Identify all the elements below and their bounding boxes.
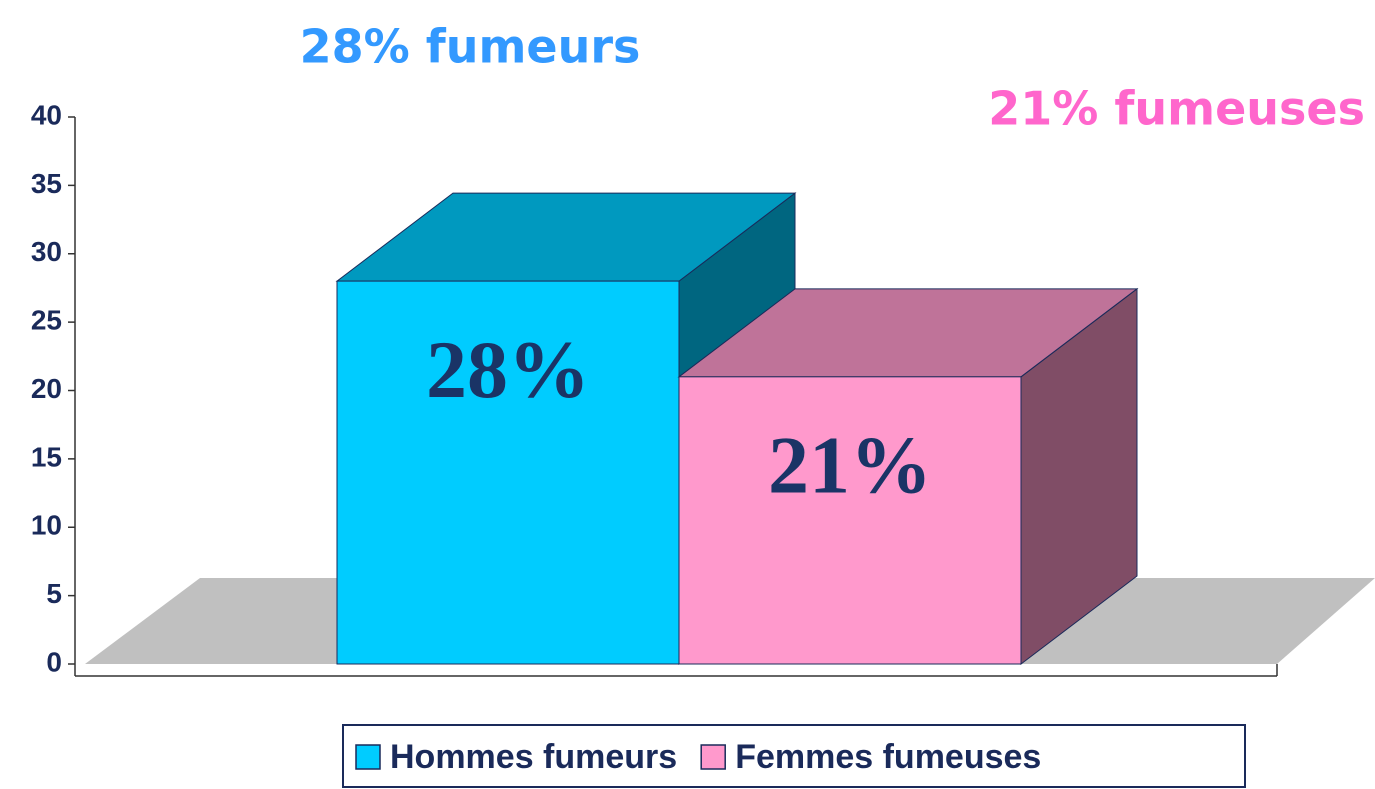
legend-label: Hommes fumeurs [390, 738, 677, 776]
y-tick-label: 10 [31, 510, 62, 541]
y-tick-label: 40 [31, 99, 62, 130]
legend-label: Femmes fumeuses [735, 738, 1041, 776]
annotation: 28% fumeurs [300, 20, 641, 74]
y-tick-label: 20 [31, 373, 62, 404]
annotation: 21% fumeuses [988, 82, 1365, 136]
y-tick-label: 15 [31, 441, 62, 472]
bar [678, 376, 1022, 665]
legend-swatch [700, 744, 726, 770]
legend-swatch [355, 744, 381, 770]
bar [336, 280, 680, 665]
y-tick-label: 5 [46, 578, 62, 609]
data-label: 21% [768, 420, 932, 511]
y-tick-label: 0 [46, 646, 62, 677]
y-tick-label: 35 [31, 168, 62, 199]
data-label: 28% [426, 324, 590, 415]
y-tick-label: 25 [31, 305, 62, 336]
legend [342, 724, 1246, 788]
y-tick-label: 30 [31, 236, 62, 267]
